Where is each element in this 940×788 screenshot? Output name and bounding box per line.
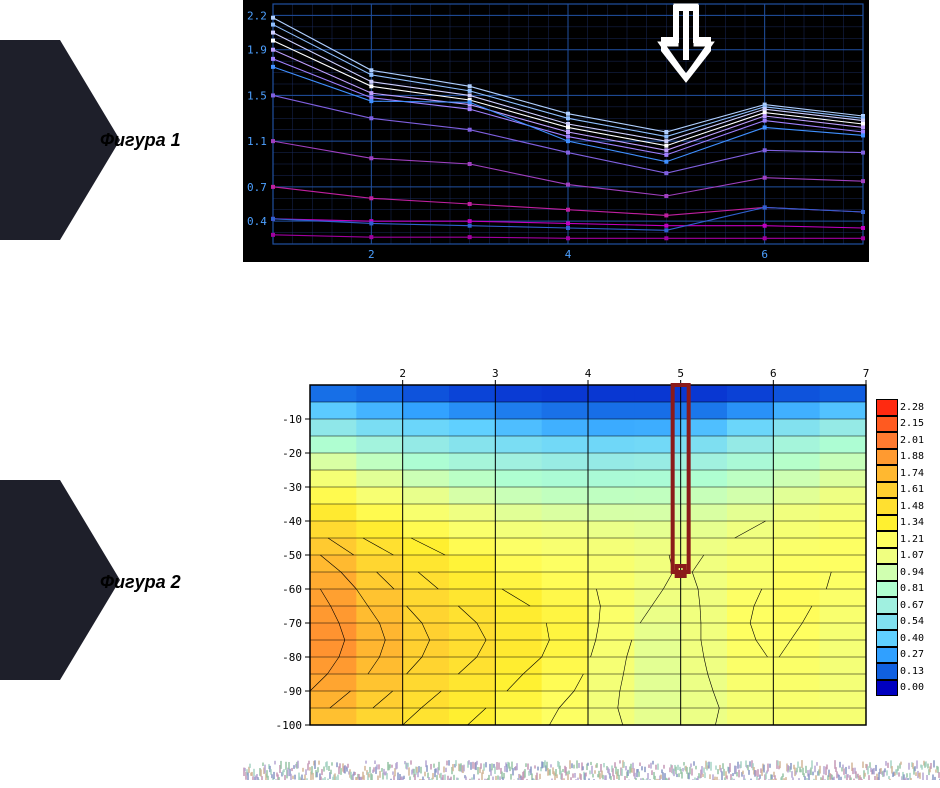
- svg-text:4: 4: [565, 248, 572, 261]
- chart2-legend: 2.282.152.011.881.741.611.481.341.211.07…: [876, 399, 924, 696]
- svg-text:-90: -90: [282, 685, 302, 698]
- svg-text:6: 6: [770, 367, 777, 380]
- figure1-label: Фигура 1: [100, 130, 181, 151]
- svg-text:7: 7: [863, 367, 870, 380]
- svg-text:0.4: 0.4: [247, 215, 267, 228]
- svg-text:4: 4: [585, 367, 592, 380]
- svg-text:-30: -30: [282, 481, 302, 494]
- svg-text:-50: -50: [282, 549, 302, 562]
- svg-text:1.9: 1.9: [247, 44, 267, 57]
- svg-text:-40: -40: [282, 515, 302, 528]
- svg-text:-20: -20: [282, 447, 302, 460]
- svg-text:1.5: 1.5: [247, 89, 267, 102]
- svg-text:6: 6: [761, 248, 768, 261]
- svg-text:3: 3: [492, 367, 499, 380]
- label-arrow-1: [0, 40, 60, 240]
- noise-strip: [243, 760, 940, 780]
- chart1-line-chart: 2 4 6 0.4 0.7 1.1 1.5 1.9 2.2: [243, 0, 869, 262]
- chart2-heatmap: 2 3 4 5 6 7 -10 -20 -30 -40 -50 -60 -70 -80 -90 -100 2.…: [264, 361, 926, 733]
- svg-text:2: 2: [368, 248, 375, 261]
- svg-text:5: 5: [677, 367, 684, 380]
- svg-text:-100: -100: [276, 719, 303, 732]
- svg-text:2: 2: [399, 367, 406, 380]
- chart2-svg: 2 3 4 5 6 7 -10 -20 -30 -40 -50 -60 -70 -80 -90 -100: [264, 361, 874, 733]
- label-arrow-2: [0, 480, 60, 680]
- svg-text:-10: -10: [282, 413, 302, 426]
- svg-text:-70: -70: [282, 617, 302, 630]
- svg-text:-80: -80: [282, 651, 302, 664]
- svg-text:2.2: 2.2: [247, 9, 267, 22]
- svg-text:1.1: 1.1: [247, 135, 267, 148]
- svg-text:0.7: 0.7: [247, 181, 267, 194]
- figure2-label: Фигура 2: [100, 572, 181, 593]
- svg-text:-60: -60: [282, 583, 302, 596]
- chart1-svg: 2 4 6 0.4 0.7 1.1 1.5 1.9 2.2: [243, 0, 869, 262]
